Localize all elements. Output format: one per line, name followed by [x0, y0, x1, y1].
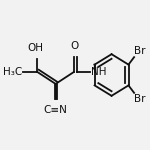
- Text: Br: Br: [134, 94, 146, 104]
- Text: NH: NH: [91, 67, 107, 77]
- Text: C≡N: C≡N: [44, 105, 68, 115]
- Text: O: O: [70, 41, 79, 51]
- Text: H₃C: H₃C: [3, 67, 22, 77]
- Text: Br: Br: [134, 46, 146, 56]
- Text: OH: OH: [27, 43, 43, 53]
